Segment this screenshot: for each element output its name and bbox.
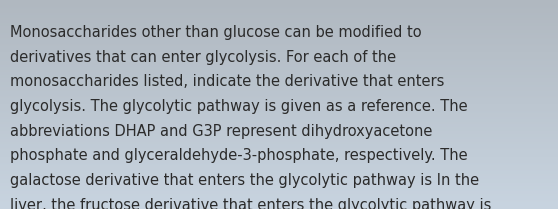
Text: derivatives that can enter glycolysis. For each of the: derivatives that can enter glycolysis. F… xyxy=(10,50,396,65)
Text: abbreviations DHAP and G3P represent dihydroxyacetone: abbreviations DHAP and G3P represent dih… xyxy=(10,124,432,139)
Text: monosaccharides listed, indicate the derivative that enters: monosaccharides listed, indicate the der… xyxy=(10,74,444,89)
Text: phosphate and glyceraldehyde-3-phosphate, respectively. The: phosphate and glyceraldehyde-3-phosphate… xyxy=(10,148,468,163)
Text: liver, the fructose derivative that enters the glycolytic pathway is: liver, the fructose derivative that ente… xyxy=(10,198,492,209)
Text: Monosaccharides other than glucose can be modified to: Monosaccharides other than glucose can b… xyxy=(10,25,422,40)
Text: glycolysis. The glycolytic pathway is given as a reference. The: glycolysis. The glycolytic pathway is gi… xyxy=(10,99,468,114)
Text: galactose derivative that enters the glycolytic pathway is In the: galactose derivative that enters the gly… xyxy=(10,173,479,188)
